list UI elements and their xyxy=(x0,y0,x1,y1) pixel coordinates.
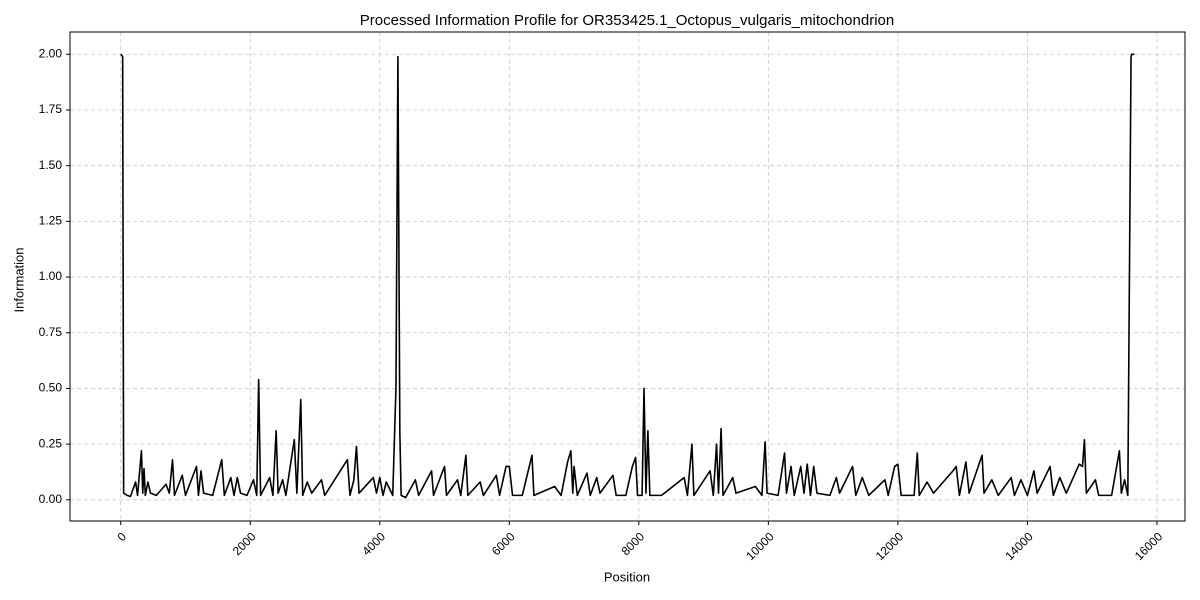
line-series xyxy=(120,53,1135,499)
y-tick-label: 1.50 xyxy=(39,158,63,172)
y-tick-label: 2.00 xyxy=(39,46,63,60)
y-tick-label: 1.75 xyxy=(39,102,63,116)
y-axis-label: Information xyxy=(11,247,26,312)
y-tick-label: 0.25 xyxy=(39,436,63,450)
y-tick-label: 1.00 xyxy=(39,269,63,283)
y-tick-label: 1.25 xyxy=(39,214,63,228)
y-tick-label: 0.75 xyxy=(39,325,63,339)
plot-area xyxy=(120,53,1135,499)
chart-title: Processed Information Profile for OR3534… xyxy=(360,12,894,29)
y-tick-label: 0.00 xyxy=(39,492,63,506)
axes-frame xyxy=(69,31,1186,522)
grid xyxy=(70,32,1185,521)
y-tick-label: 0.50 xyxy=(39,381,63,395)
x-axis-label: Position xyxy=(604,569,650,584)
